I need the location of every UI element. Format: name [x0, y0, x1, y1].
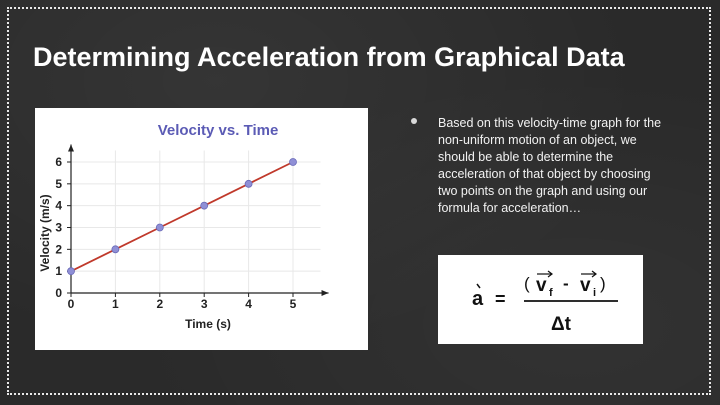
- bullet-text: Based on this velocity-time graph for th…: [438, 116, 662, 215]
- x-tick-label: 0: [68, 297, 75, 311]
- slide-title: Determining Acceleration from Graphical …: [33, 42, 625, 72]
- formula-close-paren: ): [600, 274, 606, 293]
- chart-svg: Velocity vs. Time Time (s) Velocity (m/s…: [38, 122, 329, 331]
- vf-arrowhead-icon: [547, 270, 553, 278]
- acceleration-formula: a = ( v f - v i ) Δt: [438, 255, 643, 344]
- y-tick-label: 3: [55, 221, 62, 235]
- formula-minus: -: [563, 274, 569, 293]
- bullet-dot-icon: [411, 118, 417, 124]
- y-tick-label: 0: [55, 286, 62, 300]
- series-line: [70, 161, 294, 272]
- formula-a: a: [472, 288, 484, 310]
- x-tick-label: 2: [156, 297, 163, 311]
- data-point: [200, 201, 209, 210]
- formula-vf: v: [536, 275, 547, 296]
- x-tick-label: 1: [112, 297, 119, 311]
- data-point: [67, 267, 75, 276]
- y-tick-label: 1: [55, 264, 62, 278]
- data-point: [111, 245, 120, 254]
- data-point: [155, 223, 164, 232]
- x-tick-label: 5: [290, 297, 297, 311]
- formula-vi: v: [580, 275, 591, 296]
- velocity-time-chart: Velocity vs. Time Time (s) Velocity (m/s…: [35, 108, 368, 350]
- chart-y-axis-label: Velocity (m/s): [38, 194, 52, 271]
- plot-area: 0 1 2 3 4 5 0 1 2 3 4 5 6: [55, 144, 329, 311]
- bullet-list: Based on this velocity-time graph for th…: [411, 115, 668, 217]
- vi-arrowhead-icon: [591, 270, 597, 278]
- dotted-border: [7, 7, 711, 395]
- chart-x-axis-label: Time (s): [185, 317, 231, 331]
- y-axis-arrow-icon: [68, 144, 74, 152]
- y-tick-label: 2: [55, 242, 62, 256]
- x-tick-label: 3: [201, 297, 208, 311]
- chart-title: Velocity vs. Time: [158, 122, 279, 139]
- formula-vf-subscript: f: [549, 287, 553, 299]
- y-tick-label: 5: [55, 177, 62, 191]
- x-tick-label: 4: [245, 297, 252, 311]
- y-tick-label: 6: [55, 155, 62, 169]
- y-tick-label: 4: [55, 199, 62, 213]
- formula-vi-subscript: i: [593, 287, 596, 299]
- formula-open-paren: (: [524, 274, 530, 293]
- formula-denominator: Δt: [551, 314, 572, 335]
- data-point: [289, 158, 297, 166]
- vector-arrow-icon: [476, 283, 481, 289]
- x-axis-arrow-icon: [321, 290, 329, 296]
- formula-svg: a = ( v f - v i ) Δt: [472, 270, 618, 335]
- data-point: [244, 179, 253, 188]
- formula-equals: =: [495, 289, 506, 309]
